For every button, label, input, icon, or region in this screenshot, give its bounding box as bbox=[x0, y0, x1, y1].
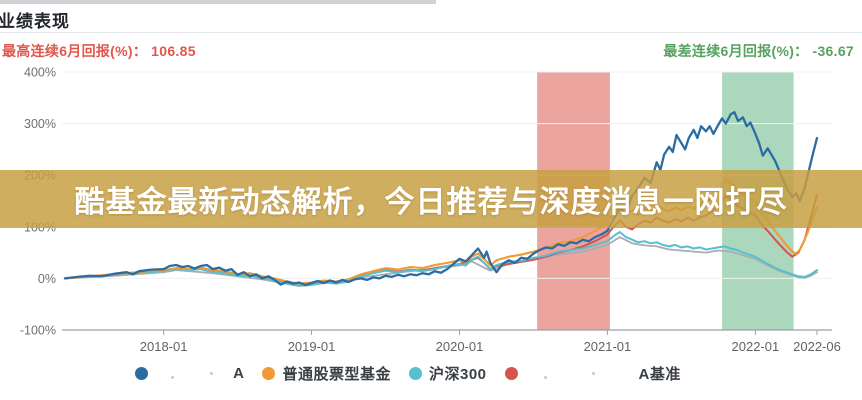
page-title: 业绩表现 bbox=[0, 12, 70, 31]
y-axis-tick-label: 300% bbox=[24, 117, 56, 131]
best-6m-return-metric: 最高连续6月回报(%)： 106.85 bbox=[2, 41, 196, 61]
redacted-fund-name bbox=[155, 367, 233, 381]
top-edge-strip bbox=[0, 0, 436, 4]
legend-item-redacted-benchmark[interactable] bbox=[504, 367, 621, 381]
legend-label-fund-a: A bbox=[233, 365, 245, 382]
legend-dot-stock-funds-icon bbox=[262, 367, 276, 380]
x-axis-tick-label: 2022-06 bbox=[793, 339, 841, 354]
chart-legend: A 普通股票型基金 沪深300 A基准 bbox=[0, 363, 862, 384]
y-axis-tick-label: 0% bbox=[38, 272, 56, 286]
x-axis-tick-label: 2018-01 bbox=[140, 339, 188, 354]
overlay-headline-text: 酷基金最新动态解析，今日推荐与深度消息一网打尽 bbox=[74, 186, 788, 219]
legend-label-stock-funds: 普通股票型基金 bbox=[282, 366, 391, 383]
headline-overlay-banner: 酷基金最新动态解析，今日推荐与深度消息一网打尽 bbox=[0, 170, 862, 228]
legend-item-a-benchmark[interactable]: A基准 bbox=[639, 363, 681, 384]
header-divider bbox=[0, 32, 862, 33]
x-axis-tick-label: 2022-01 bbox=[732, 339, 780, 354]
x-axis-tick-label: 2020-01 bbox=[436, 339, 484, 354]
x-axis-tick-label: 2019-01 bbox=[288, 339, 336, 354]
worst-6m-return-value: -36.67 bbox=[812, 43, 854, 59]
redacted-benchmark-name bbox=[525, 367, 621, 381]
series-line-沪深300 bbox=[64, 231, 818, 287]
legend-dot-csi300-icon bbox=[408, 367, 422, 380]
y-axis-tick-label: 400% bbox=[24, 66, 56, 80]
legend-item-stock-funds[interactable]: 普通股票型基金 bbox=[262, 363, 391, 384]
worst-6m-return-metric: 最差连续6月回报(%)： -36.67 bbox=[663, 41, 854, 61]
best-6m-return-label: 最高连续6月回报(%)： bbox=[2, 43, 148, 59]
best-6m-return-value: 106.85 bbox=[151, 43, 196, 59]
legend-label-a-benchmark: A基准 bbox=[638, 366, 681, 383]
legend-dot-redacted-benchmark-icon bbox=[504, 367, 518, 380]
legend-dot-fund-a-icon bbox=[135, 367, 149, 380]
series-line-基金A bbox=[63, 111, 819, 287]
legend-item-csi300[interactable]: 沪深300 bbox=[408, 363, 487, 384]
x-axis-tick-label: 2021-01 bbox=[584, 339, 632, 354]
worst-6m-return-label: 最差连续6月回报(%)： bbox=[663, 43, 809, 59]
legend-label-csi300: 沪深300 bbox=[428, 366, 487, 383]
legend-item-fund-a[interactable]: A bbox=[135, 365, 244, 382]
y-axis-tick-label: -100% bbox=[20, 324, 56, 338]
